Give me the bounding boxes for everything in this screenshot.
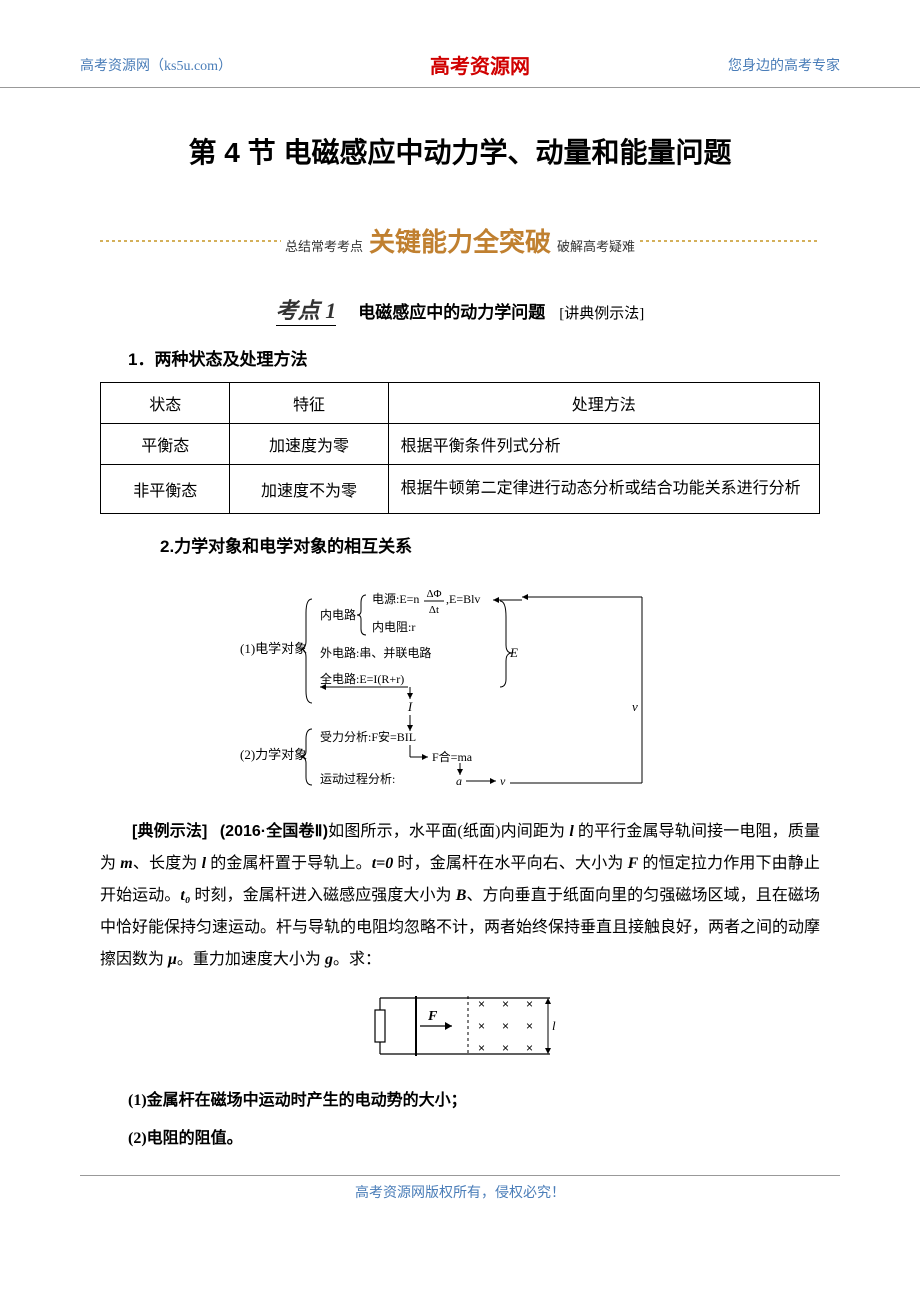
banner-right: 破解高考疑难 — [557, 236, 635, 255]
var-g: g — [325, 951, 333, 968]
diag-source: 电源:E=n — [372, 592, 419, 606]
banner-center: 关键能力全突破 — [369, 222, 551, 259]
page-footer: 高考资源网版权所有，侵权必究！ — [80, 1175, 840, 1202]
var-t0: t=0 — [372, 855, 394, 872]
svg-text:×: × — [478, 1019, 485, 1033]
arrow-head-icon — [493, 597, 499, 603]
banner: 总结常考考点 关键能力全突破 破解高考疑难 — [100, 218, 820, 263]
arrow-head-icon — [445, 1022, 452, 1030]
state-table: 状态 特征 处理方法 平衡态 加速度为零 根据平衡条件列式分析 非平衡态 加速度… — [100, 382, 820, 514]
var-mu: μ — [168, 951, 177, 968]
table-row: 非平衡态 加速度不为零 根据牛顿第二定律进行动态分析或结合功能关系进行分析 — [101, 465, 820, 514]
arrow-head-icon — [522, 594, 528, 600]
diag-a: a — [456, 774, 462, 788]
t2: 、长度为 — [133, 855, 202, 872]
diag-label-2: (2)力学对象 — [240, 747, 307, 762]
svg-text:×: × — [526, 1041, 533, 1055]
t3: 的金属杆置于导轨上。 — [206, 855, 372, 872]
svg-text:×: × — [526, 1019, 533, 1033]
svg-text:×: × — [478, 997, 485, 1011]
example-paragraph: [典例示法] (2016·全国卷Ⅱ)如图所示，水平面(纸面)内间距为 l 的平行… — [100, 816, 820, 976]
table-row: 平衡态 加速度为零 根据平衡条件列式分析 — [101, 424, 820, 465]
diag-label-1: (1)电学对象 — [240, 641, 307, 656]
question-2: (2)电阻的阻值。 — [128, 1123, 820, 1155]
page-header: 高考资源网（ks5u.com） 高考资源网 您身边的高考专家 — [0, 0, 920, 88]
field-crosses: × × × × × × × × × — [478, 997, 533, 1055]
kaodian-note: [讲典例示法] — [559, 306, 644, 322]
fig-l: l — [552, 1018, 556, 1033]
fig-F: F — [427, 1009, 438, 1024]
diag-frac-bot: Δt — [429, 604, 439, 616]
th-state: 状态 — [101, 383, 230, 424]
banner-left: 总结常考考点 — [285, 236, 363, 255]
diagram-svg: (1)电学对象 内电路 电源:E=n ΔΦ Δt ,E=Blv 内电阻:r 外电… — [200, 571, 720, 791]
var-B: B — [456, 887, 467, 904]
header-left: 高考资源网（ks5u.com） — [80, 55, 232, 75]
var-F: F — [628, 855, 639, 872]
diag-source-tail: ,E=Blv — [446, 592, 480, 606]
banner-inner: 总结常考考点 关键能力全突破 破解高考疑难 — [281, 222, 639, 259]
circuit-figure: F × × × × × × × × × l — [100, 986, 820, 1071]
figure-svg: F × × × × × × × × × l — [360, 986, 560, 1066]
th-method: 处理方法 — [388, 383, 819, 424]
td-state: 平衡态 — [101, 424, 230, 465]
diag-full: 全电路:E=I(R+r) — [320, 671, 404, 686]
relation-diagram: (1)电学对象 内电路 电源:E=n ΔΦ Δt ,E=Blv 内电阻:r 外电… — [100, 571, 820, 796]
t4: 时，金属杆在水平向右、大小为 — [393, 855, 627, 872]
content-region: 第 4 节 电磁感应中动力学、动量和能量问题 总结常考考点 关键能力全突破 破解… — [0, 128, 920, 1155]
chapter-rest: 电磁感应中动力学、动量和能量问题 — [276, 137, 732, 168]
diag-v: v — [632, 699, 638, 714]
diag-force: 受力分析:F安=BIL — [320, 729, 416, 744]
diag-v2: v — [500, 774, 506, 788]
arrow-head-icon — [422, 754, 428, 760]
svg-text:×: × — [502, 1019, 509, 1033]
var-m: m — [120, 855, 132, 872]
chapter-title: 第 4 节 电磁感应中动力学、动量和能量问题 — [100, 128, 820, 178]
header-right: 您身边的高考专家 — [728, 55, 840, 75]
diag-motion-pre: 运动过程分析: — [320, 771, 395, 786]
diag-inner-r: 内电阻:r — [372, 620, 415, 634]
diag-inner-circuit-label: 内电路 — [320, 607, 356, 622]
arrow-head-icon — [545, 998, 551, 1004]
arrow-head-icon — [490, 778, 496, 784]
t9: 。求： — [333, 951, 381, 968]
svg-text:×: × — [478, 1041, 485, 1055]
section2-heading: 2.力学对象和电学对象的相互关系 — [160, 532, 820, 557]
arrow-head-icon — [545, 1048, 551, 1054]
kaodian-label: 考点 1 — [276, 298, 337, 326]
diag-outer: 外电路:串、并联电路 — [320, 645, 431, 660]
example-tag: [典例示法] — [132, 823, 207, 840]
diag-frac-top: ΔΦ — [426, 588, 441, 600]
t0: 如图所示，水平面(纸面)内间距为 — [328, 823, 569, 840]
table-header-row: 状态 特征 处理方法 — [101, 383, 820, 424]
kaodian-title: 电磁感应中的动力学问题 — [358, 303, 545, 322]
chapter-prefix: 第 4 节 — [189, 137, 276, 168]
svg-text:×: × — [502, 1041, 509, 1055]
td-feature: 加速度为零 — [230, 424, 388, 465]
svg-text:×: × — [502, 997, 509, 1011]
th-feature: 特征 — [230, 383, 388, 424]
resistor-icon — [375, 1010, 385, 1042]
t6: 时刻，金属杆进入磁感应强度大小为 — [190, 887, 455, 904]
td-method: 根据平衡条件列式分析 — [388, 424, 819, 465]
diag-I: I — [407, 699, 413, 714]
example-source: (2016·全国卷Ⅱ) — [220, 823, 328, 840]
header-brand: 高考资源网 — [430, 50, 530, 79]
question-1: (1)金属杆在磁场中运动时产生的电动势的大小； — [128, 1085, 820, 1117]
brace-icon — [500, 601, 512, 687]
section1-heading: 1．两种状态及处理方法 — [128, 345, 820, 370]
t8: 。重力加速度大小为 — [177, 951, 325, 968]
svg-text:×: × — [526, 997, 533, 1011]
td-feature: 加速度不为零 — [230, 465, 388, 514]
td-method: 根据牛顿第二定律进行动态分析或结合功能关系进行分析 — [388, 465, 819, 514]
kaodian-row: 考点 1 电磁感应中的动力学问题 [讲典例示法] — [100, 293, 820, 325]
var-t0b: t₀ — [180, 887, 190, 904]
diag-fma: F合=ma — [432, 749, 473, 764]
td-state: 非平衡态 — [101, 465, 230, 514]
brace-icon — [357, 595, 366, 635]
